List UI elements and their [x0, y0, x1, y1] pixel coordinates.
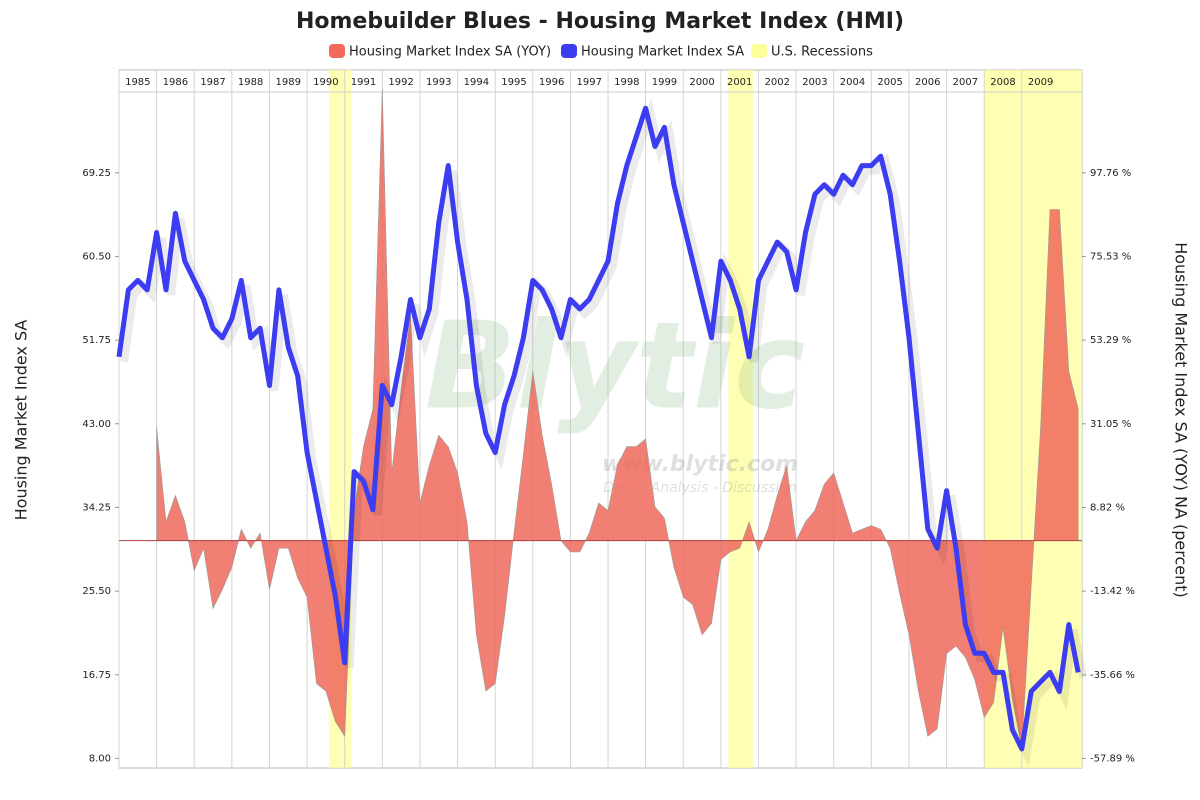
y-tick-label: 34.25 — [82, 502, 111, 513]
x-tick-label: 2007 — [953, 77, 978, 88]
area — [156, 89, 1079, 748]
x-tick-label: 1997 — [576, 77, 601, 88]
y2-tick-label: -13.42 % — [1090, 586, 1135, 597]
x-tick-label: 2009 — [1028, 77, 1053, 88]
chart-title: Homebuilder Blues - Housing Market Index… — [296, 9, 904, 34]
x-tick-label: 1987 — [200, 77, 225, 88]
x-tick-label: 1996 — [539, 77, 564, 88]
y2-tick-label: 97.76 % — [1090, 168, 1131, 179]
y-tick-label: 60.50 — [82, 251, 111, 262]
y-tick-label: 69.25 — [82, 168, 111, 179]
x-tick-label: 1989 — [276, 77, 301, 88]
x-tick-label: 1988 — [238, 77, 263, 88]
legend-label: U.S. Recessions — [771, 45, 873, 60]
y-tick-label: 25.50 — [82, 586, 111, 597]
y2-tick-label: -35.66 % — [1090, 670, 1135, 681]
y-tick-label: 51.75 — [82, 335, 111, 346]
x-tick-label: 2002 — [765, 77, 790, 88]
x-tick-label: 1985 — [125, 77, 150, 88]
x-tick-label: 1990 — [313, 77, 338, 88]
legend-label: Housing Market Index SA — [581, 45, 744, 60]
x-tick-label: 2006 — [915, 77, 940, 88]
y2-tick-label: 31.05 % — [1090, 419, 1131, 430]
x-tick-label: 1994 — [464, 77, 489, 88]
line-shadow — [120, 98, 1088, 767]
recession-band — [728, 70, 753, 768]
legend-swatch — [751, 44, 767, 58]
legend-swatch — [561, 44, 577, 58]
x-tick-label: 2004 — [840, 77, 865, 88]
x-tick-label: 2005 — [877, 77, 902, 88]
y2-tick-label: -57.89 % — [1090, 753, 1135, 764]
y-axis-title: Housing Market Index SA — [12, 320, 31, 521]
y-tick-label: 8.00 — [89, 753, 111, 764]
x-tick-label: 1998 — [614, 77, 639, 88]
x-tick-label: 2003 — [802, 77, 827, 88]
y-tick-label: 43.00 — [82, 419, 111, 430]
y2-tick-label: 53.29 % — [1090, 335, 1131, 346]
x-tick-label: 1992 — [388, 77, 413, 88]
legend-label: Housing Market Index SA (YOY) — [349, 45, 551, 60]
x-tick-label: 1993 — [426, 77, 451, 88]
x-tick-label: 2000 — [689, 77, 714, 88]
y2-tick-label: 8.82 % — [1090, 502, 1125, 513]
y2-tick-label: 75.53 % — [1090, 251, 1131, 262]
x-tick-label: 1995 — [501, 77, 526, 88]
x-tick-label: 2008 — [990, 77, 1015, 88]
x-tick-label: 1986 — [163, 77, 188, 88]
y-tick-label: 16.75 — [82, 670, 111, 681]
x-tick-label: 2001 — [727, 77, 752, 88]
legend-swatch — [329, 44, 345, 58]
x-tick-label: 1991 — [351, 77, 376, 88]
y2-axis-title: Housing Market Index SA (YOY) NA (percen… — [1172, 242, 1191, 598]
line — [116, 105, 1081, 752]
x-tick-label: 1999 — [652, 77, 677, 88]
